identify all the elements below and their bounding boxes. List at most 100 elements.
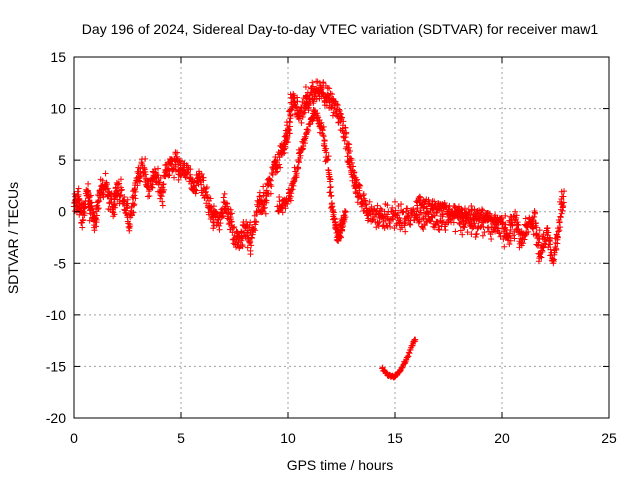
data-point (224, 203, 231, 210)
data-point (502, 212, 509, 219)
data-point (276, 194, 283, 201)
data-point (412, 336, 419, 343)
data-point (536, 227, 543, 234)
data-point (512, 208, 519, 215)
data-point (515, 222, 522, 229)
data-point (556, 227, 563, 234)
data-point (346, 141, 353, 148)
data-point (262, 197, 269, 204)
data-point (458, 206, 465, 213)
data-point (509, 222, 516, 229)
data-point (158, 193, 165, 200)
data-point (404, 213, 411, 220)
data-point (357, 182, 364, 189)
data-point (287, 197, 294, 204)
data-point (532, 210, 539, 217)
data-point (345, 140, 352, 147)
data-point (298, 119, 305, 126)
chart-title: Day 196 of 2024, Sidereal Day-to-day VTE… (82, 21, 599, 37)
data-point (244, 244, 251, 251)
data-point (436, 227, 443, 234)
data-point (247, 251, 254, 258)
data-point (116, 193, 123, 200)
x-tick-label: 25 (601, 430, 617, 446)
y-tick-label: -10 (46, 307, 66, 323)
data-point (227, 206, 234, 213)
data-point (401, 222, 408, 229)
data-point (547, 241, 554, 248)
data-point (327, 183, 334, 190)
data-point (111, 211, 118, 218)
data-point (146, 193, 153, 200)
data-point (339, 227, 346, 234)
data-point (267, 177, 274, 184)
data-point (431, 198, 438, 205)
data-point (93, 223, 100, 230)
x-tick-label: 20 (494, 430, 510, 446)
data-point (471, 220, 478, 227)
data-point (417, 209, 424, 216)
data-point (220, 194, 227, 201)
data-point (309, 79, 316, 86)
data-point (427, 208, 434, 215)
data-point (228, 218, 235, 225)
data-point (466, 210, 473, 217)
data-point (161, 186, 168, 193)
data-point (285, 126, 292, 133)
data-point (287, 91, 294, 98)
data-point (547, 246, 554, 253)
data-point (321, 137, 328, 144)
data-point (392, 211, 398, 218)
data-point (88, 199, 95, 206)
data-point (262, 210, 269, 217)
data-point (397, 217, 404, 224)
series-0 (71, 78, 568, 267)
data-point (190, 179, 197, 186)
data-point (332, 98, 339, 105)
data-point (497, 215, 504, 222)
data-point (160, 180, 167, 187)
data-point (395, 209, 402, 216)
data-point (530, 217, 537, 224)
data-point (545, 229, 552, 236)
data-point (522, 215, 529, 222)
y-tick-label: -5 (54, 255, 67, 271)
data-point (324, 156, 331, 163)
data-point (166, 172, 173, 179)
data-point (131, 192, 138, 199)
data-point (560, 199, 567, 206)
data-point (228, 218, 235, 225)
data-point (452, 228, 459, 235)
data-point (514, 225, 521, 232)
data-point (374, 202, 381, 209)
data-point (318, 119, 325, 126)
data-point (86, 217, 93, 224)
data-point (260, 205, 267, 212)
data-point (406, 221, 413, 228)
data-point (434, 209, 441, 216)
data-point (120, 197, 127, 204)
data-point (117, 176, 124, 183)
data-point (310, 98, 317, 105)
data-point (478, 206, 485, 213)
data-point (259, 208, 266, 215)
data-point (85, 180, 92, 187)
data-point (409, 207, 416, 214)
data-point (495, 229, 502, 236)
data-point (386, 220, 393, 227)
data-point (149, 184, 156, 191)
data-point (506, 230, 513, 237)
data-point (210, 225, 217, 232)
data-point (263, 187, 270, 194)
data-point (328, 91, 335, 98)
data-point (481, 229, 488, 236)
x-tick-label: 15 (387, 430, 403, 446)
data-point (216, 226, 223, 233)
data-point (261, 204, 268, 211)
y-tick-label: -20 (46, 410, 66, 426)
data-point (302, 83, 309, 90)
data-point (420, 226, 427, 233)
data-point (203, 184, 210, 191)
data-point (310, 83, 317, 90)
data-point (371, 213, 378, 220)
